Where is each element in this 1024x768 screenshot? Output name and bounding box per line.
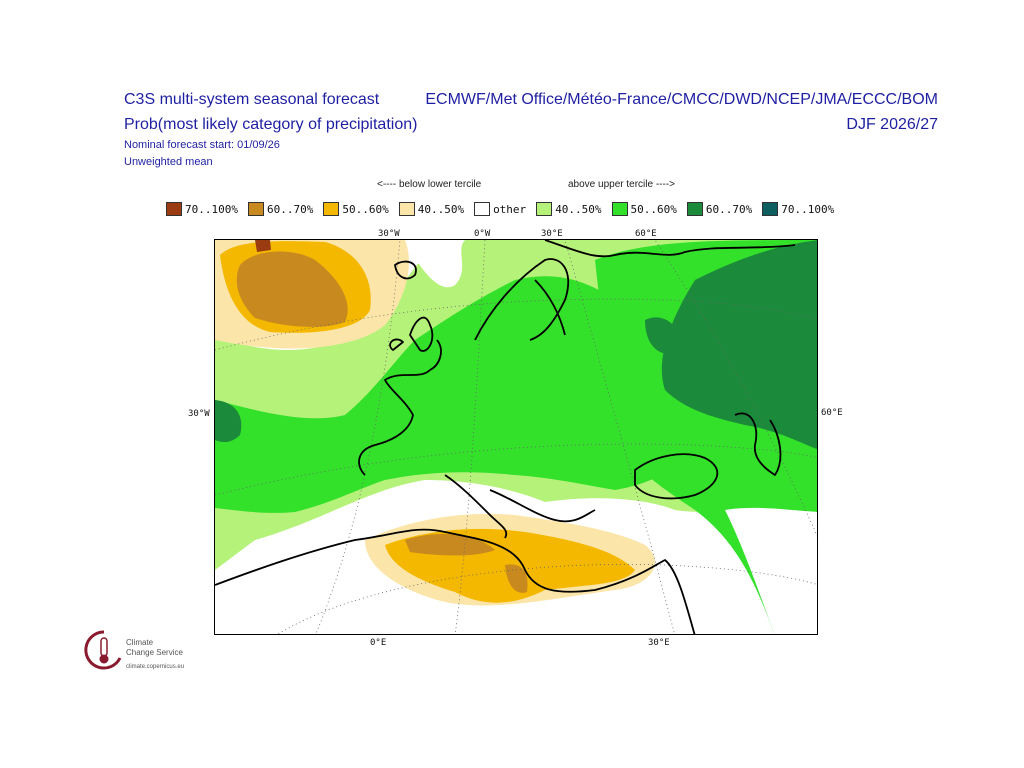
coastline-africa [215,528,696,634]
map-canvas [215,240,817,634]
legend-label: 50..60% [342,202,389,216]
legend-swatch [474,202,491,216]
region-dark-green [215,400,242,443]
legend-swatch [323,202,340,216]
coastline-caspian [734,412,782,476]
legend-swatch [398,202,415,216]
title-line-1: C3S multi-system seasonal forecast [124,91,380,108]
legend-swatch [166,202,182,216]
coastline-british-isles [389,316,434,352]
graticule [215,240,817,634]
legend-item: 40..50% [536,202,602,216]
lon-label-top: 60°E [635,229,657,239]
coastline-iberia-france [358,339,442,476]
coastline-italy-balkans [444,474,596,539]
lon-label-bottom: 30°E [648,638,670,648]
copernicus-logo: Climate Change Service climate.copernicus… [84,628,214,674]
lon-label-top: 0°W [474,229,491,239]
region-other [405,240,465,288]
region-dark-green [661,240,817,450]
lon-label-top: 30°W [378,229,400,239]
lon-label-left: 30°W [188,409,210,419]
legend-swatch [611,202,628,216]
coastlines [215,240,796,634]
coastline-black-sea [634,453,719,500]
legend-item: 70..100% [762,202,834,216]
legend-label: 70..100% [185,202,238,216]
color-legend: 70..100% 60..70% 50..60% 40..50% other 4… [166,202,844,216]
legend-swatch [247,202,264,216]
below-tercile-label: <---- below lower tercile [377,179,482,190]
logo-name: Climate Change Service [126,638,183,657]
region-dark-orange [405,534,495,556]
legend-swatch [686,202,703,216]
lon-label-right: 60°E [821,408,843,418]
legend-label: 40..50% [417,202,465,216]
coastline-arctic [544,240,796,258]
region-brown [255,240,271,252]
legend-label: 50..60% [630,202,677,216]
forecast-start: Nominal forecast start: 01/09/26 [124,139,280,151]
lon-label-bottom: 0°E [370,638,387,648]
region-dark-green [645,317,681,354]
coastline-iceland [394,260,417,280]
legend-item: 50..60% [323,202,389,216]
legend-label: 40..50% [555,202,602,216]
legend-item: 40..50% [398,202,465,216]
probability-map [214,239,818,635]
legend-item: other [474,202,526,216]
legend-item: 70..100% [166,202,238,216]
legend-label: other [493,202,527,216]
region-bright-green [215,276,695,513]
legend-item: 60..70% [686,202,753,216]
legend-item: 60..70% [247,202,314,216]
above-tercile-label: above upper tercile ----> [568,179,675,190]
thermometer-logo-icon [84,630,122,670]
weighting-note: Unweighted mean [124,156,213,168]
coastline-scandinavia [474,258,570,341]
region-dark-orange [236,251,348,327]
legend-swatch [536,202,553,216]
logo-url: climate.copernicus.eu [126,664,185,670]
forecast-period: DJF 2026/27 [846,116,938,133]
model-centres: ECMWF/Met Office/Météo-France/CMCC/DWD/N… [425,91,938,108]
legend-label: 60..70% [705,202,753,216]
legend-label: 60..70% [266,202,314,216]
title-line-2: Prob(most likely category of precipitati… [124,116,418,133]
region-other [725,507,817,634]
legend-item: 50..60% [611,202,677,216]
region-dark-orange [505,564,528,593]
legend-swatch [762,202,779,216]
legend-label: 70..100% [781,202,835,216]
lon-label-top: 30°E [541,229,563,239]
